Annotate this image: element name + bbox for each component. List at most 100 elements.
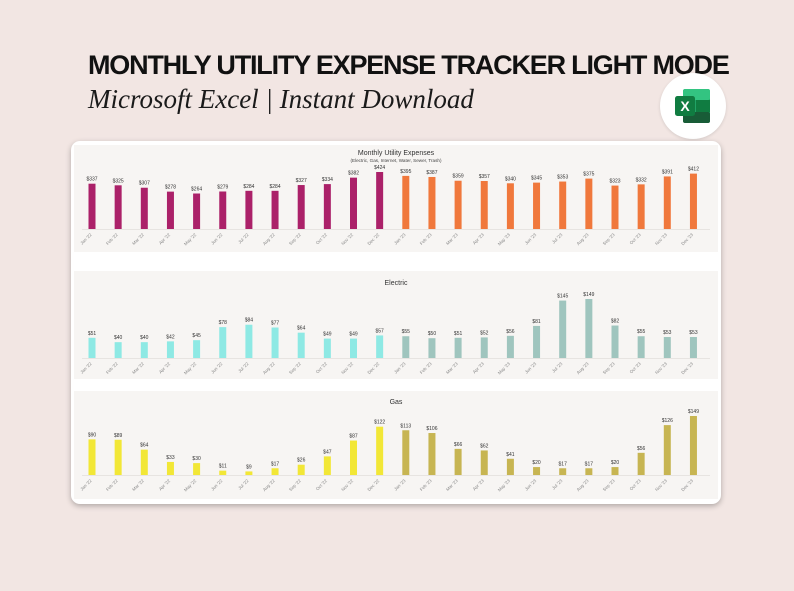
bar-value-label: $55 xyxy=(637,329,646,335)
x-tick-label: Apr '22 xyxy=(158,232,172,246)
x-tick-label: May '22 xyxy=(183,361,198,376)
x-tick-label: Feb '22 xyxy=(105,232,119,246)
x-tick-label: Aug '22 xyxy=(262,361,276,375)
x-tick-label: Jul '22 xyxy=(237,232,250,245)
bar-value-label: $284 xyxy=(269,184,280,190)
bar xyxy=(480,337,488,358)
bar xyxy=(350,440,357,475)
bar-value-label: $17 xyxy=(585,461,594,467)
x-tick-label: Feb '22 xyxy=(105,478,119,492)
x-tick-label: Jun '23 xyxy=(524,232,538,246)
bar xyxy=(663,425,671,475)
x-tick-label: Sep '22 xyxy=(288,361,302,375)
bar xyxy=(350,338,357,358)
bar-value-label: $345 xyxy=(531,176,542,182)
x-tick-label: Jun '22 xyxy=(210,478,224,492)
bar xyxy=(140,342,148,358)
excel-logo-icon: X xyxy=(675,89,710,123)
chart-title: Electric xyxy=(385,280,408,287)
bar xyxy=(611,467,619,475)
x-tick-label: Oct '22 xyxy=(315,361,329,375)
bar-value-label: $49 xyxy=(323,332,332,338)
bar-value-label: $51 xyxy=(88,331,97,337)
x-tick-label: Sep '23 xyxy=(602,232,616,246)
x-tick-label: Oct '22 xyxy=(315,478,329,492)
bar-value-label: $66 xyxy=(454,442,463,448)
x-tick-label: Sep '22 xyxy=(288,232,302,246)
x-tick-label: Apr '22 xyxy=(158,478,172,492)
chart-panel-total: Monthly Utility Expenses (Electric, Gas, … xyxy=(74,145,718,252)
bar-value-label: $149 xyxy=(688,409,699,415)
bar xyxy=(140,449,148,475)
bar xyxy=(428,433,436,475)
bar xyxy=(193,340,201,358)
x-tick-label: Jan '22 xyxy=(79,361,93,375)
bar xyxy=(402,430,410,475)
bar xyxy=(454,337,462,358)
bar-value-label: $50 xyxy=(428,331,437,337)
bar-value-label: $122 xyxy=(374,420,385,426)
bar-value-label: $149 xyxy=(583,292,594,298)
x-tick-label: May '23 xyxy=(497,232,512,247)
bar-value-label: $17 xyxy=(271,461,280,467)
x-tick-label: Sep '23 xyxy=(602,361,616,375)
x-tick-label: Apr '23 xyxy=(472,232,486,246)
bar xyxy=(376,335,384,358)
bar xyxy=(428,176,436,229)
bar xyxy=(219,327,227,358)
x-tick-label: Dec '22 xyxy=(366,361,380,375)
page-subtitle: Microsoft Excel | Instant Download xyxy=(88,84,474,114)
bar xyxy=(454,448,462,475)
bar xyxy=(245,471,253,475)
bar-value-label: $332 xyxy=(636,177,647,183)
bar-value-label: $55 xyxy=(402,329,411,335)
bar-value-label: $33 xyxy=(166,455,175,461)
bar xyxy=(114,185,122,229)
x-tick-label: Nov '22 xyxy=(340,361,354,375)
bar-value-label: $264 xyxy=(191,187,202,193)
bar-value-label: $90 xyxy=(88,432,97,438)
x-tick-label: Dec '23 xyxy=(680,478,694,492)
x-tick-label: Sep '23 xyxy=(602,478,616,492)
bar xyxy=(454,180,462,229)
bar xyxy=(402,336,410,358)
x-tick-label: Sep '22 xyxy=(288,478,302,492)
bar-value-label: $279 xyxy=(217,184,228,190)
x-tick-label: Mar '22 xyxy=(131,361,145,375)
bar xyxy=(585,299,593,358)
bar-value-label: $42 xyxy=(166,334,175,340)
bar-value-label: $77 xyxy=(271,321,280,327)
bar xyxy=(323,456,331,475)
bar-value-label: $323 xyxy=(609,179,620,185)
bar xyxy=(297,464,305,475)
bar xyxy=(637,184,645,229)
bar xyxy=(114,439,122,475)
bar-value-label: $359 xyxy=(453,174,464,180)
bar xyxy=(350,177,357,229)
bar xyxy=(219,470,227,475)
x-tick-label: Nov '23 xyxy=(654,232,668,246)
x-tick-label: Aug '23 xyxy=(576,478,590,492)
bar xyxy=(297,332,305,358)
x-tick-label: Jun '23 xyxy=(524,361,538,375)
bar-value-label: $87 xyxy=(349,434,358,440)
chart-panel-gas: Gas $90 Jan '22 $89 Feb '22 $64 Mar '22 $33 Apr … xyxy=(74,391,718,499)
x-tick-label: May '22 xyxy=(183,478,198,493)
bar xyxy=(245,324,253,358)
chart-gas: Gas $90 Jan '22 $89 Feb '22 $64 Mar '22 $33 Apr … xyxy=(79,399,710,493)
bar-value-label: $391 xyxy=(662,169,673,175)
bar-value-label: $26 xyxy=(297,458,306,464)
chart-title: Gas xyxy=(390,399,403,406)
bar-value-label: $357 xyxy=(479,174,490,180)
x-tick-label: Jan '23 xyxy=(393,361,407,375)
bar-value-label: $62 xyxy=(480,443,489,449)
bar-value-label: $353 xyxy=(557,175,568,181)
x-tick-label: Mar '23 xyxy=(445,478,459,492)
bar-value-label: $337 xyxy=(86,177,97,183)
x-tick-label: Jan '22 xyxy=(79,478,93,492)
bar-value-label: $424 xyxy=(374,165,385,171)
x-tick-label: Apr '23 xyxy=(472,361,486,375)
bar xyxy=(559,300,567,358)
bar-value-label: $57 xyxy=(375,328,384,334)
x-tick-label: Nov '22 xyxy=(340,232,354,246)
